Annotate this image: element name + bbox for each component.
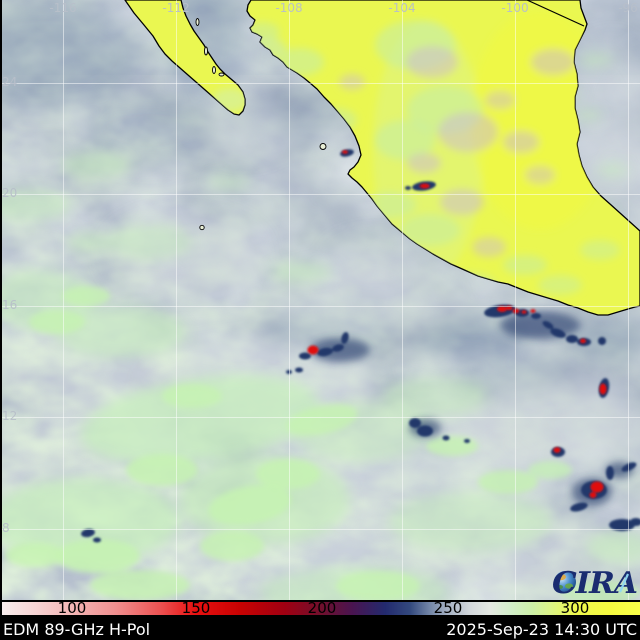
- storm-cell-marker: [420, 184, 430, 188]
- storm-cell-marker: [530, 309, 536, 313]
- logo-bolt-icon: [618, 573, 630, 593]
- storm-cell-marker: [580, 338, 586, 344]
- storm-cell-marker: [307, 345, 319, 355]
- storm-cell-marker: [512, 308, 520, 314]
- product-label: EDM 89-GHz H-Pol: [3, 619, 151, 639]
- storm-cell-marker: [521, 310, 527, 314]
- globe-icon: [554, 571, 576, 593]
- left-border: [0, 0, 2, 640]
- storm-cell-marker: [553, 447, 561, 453]
- storm-cell-marker: [590, 481, 604, 493]
- cira-logo: CIRA: [551, 563, 639, 597]
- colorbar-gradient: [0, 602, 640, 615]
- satellite-map: -116 -112 -108 -104 -100 -96 24 20 16 12 8 CIRA: [0, 0, 640, 600]
- storm-cell-marker: [342, 150, 348, 154]
- footer-bar: EDM 89-GHz H-Pol 2025-Sep-23 14:30 UTC: [0, 618, 640, 640]
- colorbar: 100 150 200 250 300: [0, 600, 640, 618]
- storm-cell-marker: [589, 492, 597, 498]
- storm-cell-marker: [497, 306, 507, 312]
- map-raster: [0, 0, 640, 600]
- timestamp-label: 2025-Sep-23 14:30 UTC: [446, 619, 637, 639]
- storm-cell-marker: [505, 305, 513, 311]
- storm-cell-marker: [599, 383, 607, 395]
